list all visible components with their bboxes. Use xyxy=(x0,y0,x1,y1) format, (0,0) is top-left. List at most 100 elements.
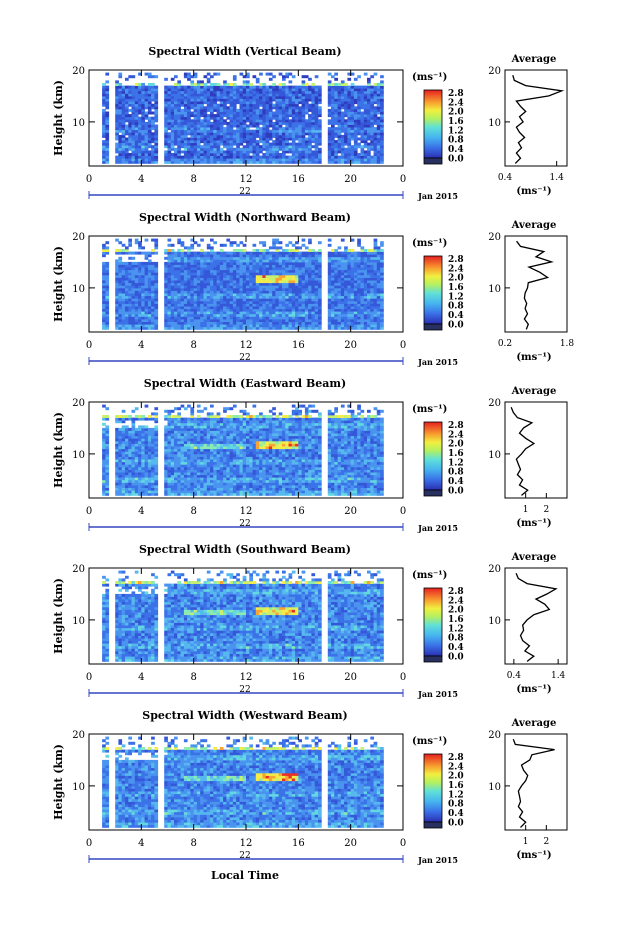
heatmap-cell xyxy=(301,98,306,102)
heatmap-cell xyxy=(154,267,159,271)
heatmap-cell xyxy=(380,108,384,112)
heatmap-cell xyxy=(350,129,355,133)
heatmap-cell xyxy=(193,256,198,260)
heatmap-cell xyxy=(373,256,378,260)
heatmap-cell xyxy=(187,269,191,273)
heatmap-cell xyxy=(367,88,371,92)
heatmap-cell xyxy=(262,95,267,99)
heatmap-cell xyxy=(376,293,381,297)
heatmap-cell xyxy=(298,321,302,325)
heatmap-cell xyxy=(229,306,234,310)
heatmap-cell xyxy=(170,106,175,110)
heatmap-cell xyxy=(285,108,289,112)
heatmap-cell xyxy=(115,259,119,263)
heatmap-cell xyxy=(134,111,139,115)
heatmap-cell xyxy=(353,145,358,149)
heatmap-cell xyxy=(187,153,191,156)
heatmap-cell xyxy=(275,259,280,263)
heatmap-cell xyxy=(252,153,257,156)
heatmap-cell xyxy=(213,145,217,149)
heatmap-cell xyxy=(196,295,201,299)
heatmap-cell xyxy=(255,142,260,146)
heatmap-cell xyxy=(170,88,175,92)
heatmap-cell xyxy=(216,132,221,136)
heatmap-cell xyxy=(301,134,306,138)
heatmap-cell xyxy=(298,280,302,284)
heatmap-cell xyxy=(363,321,368,325)
heatmap-cell xyxy=(285,316,289,320)
heatmap-cell xyxy=(301,119,306,123)
heatmap-cell xyxy=(340,274,345,278)
heatmap-cell xyxy=(327,158,332,162)
heatmap-cell xyxy=(285,264,289,268)
heatmap-cell xyxy=(193,116,198,120)
heatmap-cell xyxy=(174,277,178,281)
heatmap-cell xyxy=(291,324,296,328)
heatmap-cell xyxy=(275,313,280,317)
heatmap-cell xyxy=(141,246,145,250)
heatmap-cell xyxy=(249,287,253,291)
heatmap-cell xyxy=(275,90,280,94)
heatmap-cell xyxy=(314,267,319,271)
heatmap-cell xyxy=(167,155,172,159)
heatmap-cell xyxy=(147,280,152,284)
heatmap-cell xyxy=(376,153,381,156)
heatmap-cell xyxy=(154,129,159,133)
heatmap-cell xyxy=(219,254,224,258)
heatmap-cell xyxy=(288,95,293,99)
heatmap-cell xyxy=(213,155,217,159)
heatmap-cell xyxy=(268,326,273,330)
heatmap-cell xyxy=(246,290,250,294)
heatmap-cell xyxy=(347,316,352,320)
heatmap-cell xyxy=(229,243,234,247)
heatmap-cell xyxy=(268,316,273,320)
heatmap-cell xyxy=(262,85,267,89)
heatmap-cell xyxy=(314,140,319,144)
heatmap-cell xyxy=(367,119,371,123)
heatmap-cell xyxy=(249,280,253,284)
heatmap-cell xyxy=(187,101,191,105)
heatmap-cell xyxy=(252,251,257,255)
heatmap-cell xyxy=(376,88,381,92)
heatmap-cell xyxy=(380,93,384,97)
heatmap-cell xyxy=(347,264,352,268)
heatmap-cell xyxy=(334,256,338,260)
colorbar xyxy=(423,89,443,159)
heatmap-cell xyxy=(282,160,286,164)
heatmap-cell xyxy=(285,272,289,276)
heatmap-cell xyxy=(121,108,126,112)
heatmap-cell xyxy=(376,277,381,281)
heatmap-cell xyxy=(380,254,384,258)
heatmap-cell xyxy=(301,316,306,320)
heatmap-cell xyxy=(216,313,221,317)
heatmap-cell xyxy=(131,313,136,317)
heatmap-cell xyxy=(118,326,123,330)
heatmap-cell xyxy=(226,155,231,159)
heatmap-cell xyxy=(151,290,155,294)
heatmap-cell xyxy=(246,75,250,79)
heatmap-cell xyxy=(367,121,371,125)
heatmap-cell xyxy=(259,147,263,151)
heatmap-cell xyxy=(255,324,260,328)
heatmap-cell xyxy=(102,324,106,328)
heatmap-cell xyxy=(200,121,204,125)
heatmap-cell xyxy=(331,326,335,330)
heatmap-cell xyxy=(125,158,129,162)
heatmap-cell xyxy=(206,243,211,247)
heatmap-cell xyxy=(164,140,168,144)
heatmap-cell xyxy=(164,269,168,273)
heatmap-cell xyxy=(327,108,332,112)
heatmap-cell xyxy=(314,106,319,110)
heatmap-cell xyxy=(167,300,172,304)
heatmap-cell xyxy=(318,277,322,281)
heatmap-cell xyxy=(200,326,204,330)
heatmap-cell xyxy=(376,101,381,105)
heatmap-cell xyxy=(272,153,276,156)
heatmap-cell xyxy=(347,272,352,276)
heatmap-cell xyxy=(275,101,280,105)
heatmap-cell xyxy=(229,153,234,156)
heatmap-cell xyxy=(272,160,276,164)
heatmap-cell xyxy=(357,295,361,299)
heatmap-cell xyxy=(344,129,348,133)
heatmap-cell xyxy=(167,326,172,330)
